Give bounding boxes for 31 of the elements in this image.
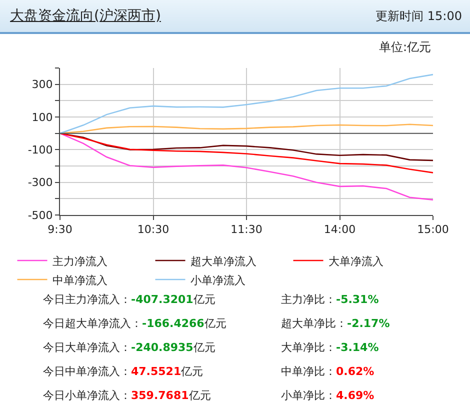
text: 今日中单净流入：47.5521亿元 bbox=[43, 365, 204, 378]
chart-title: 大盘资金流向(沪深两市) bbox=[10, 7, 161, 25]
x-tick-label: 9:30 bbox=[48, 223, 72, 236]
y-axis-title: 单位:亿元 bbox=[379, 40, 432, 54]
line-series bbox=[60, 132, 433, 200]
line-series bbox=[60, 132, 433, 174]
text: 大单净比：-3.14% bbox=[281, 341, 379, 354]
text: 今日大单净流入：-240.8935亿元 bbox=[43, 341, 216, 354]
y-tick-label: -500 bbox=[28, 208, 53, 222]
x-tick-label: 11:30 bbox=[230, 223, 262, 236]
legend-label: 小单净流入 bbox=[190, 274, 246, 287]
legend-label: 超大单净流入 bbox=[190, 254, 256, 268]
line-series bbox=[60, 74, 433, 134]
text: 中单净比：0.62% bbox=[281, 365, 374, 378]
x-tick-label: 15:00 bbox=[417, 223, 449, 236]
text: 今日小单净流入：359.7681亿元 bbox=[43, 389, 211, 402]
legend-label: 中单净流入 bbox=[52, 274, 108, 287]
y-tick-label: 300 bbox=[32, 78, 53, 92]
legend-label: 主力净流入 bbox=[52, 254, 108, 268]
text: 超大单净比：-2.17% bbox=[281, 317, 390, 330]
x-tick-label: 10:30 bbox=[137, 223, 170, 236]
text: 今日主力净流入：-407.3201亿元 bbox=[43, 293, 216, 306]
y-tick-label: -100 bbox=[28, 144, 53, 157]
text: 小单净比：4.69% bbox=[281, 389, 374, 402]
text: 今日超大单净流入：-166.4266亿元 bbox=[43, 317, 226, 330]
y-tick-label: 100 bbox=[32, 110, 53, 124]
legend-label: 大单净流入 bbox=[328, 254, 384, 268]
x-tick-label: 14:00 bbox=[324, 223, 356, 236]
y-tick-label: -300 bbox=[28, 176, 53, 190]
text: 主力净比：-5.31% bbox=[281, 293, 379, 306]
chart-subtitle: 更新时间 15:00 bbox=[376, 8, 462, 25]
